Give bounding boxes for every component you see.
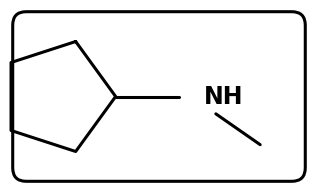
FancyBboxPatch shape — [13, 12, 305, 181]
Text: NH: NH — [204, 85, 244, 108]
